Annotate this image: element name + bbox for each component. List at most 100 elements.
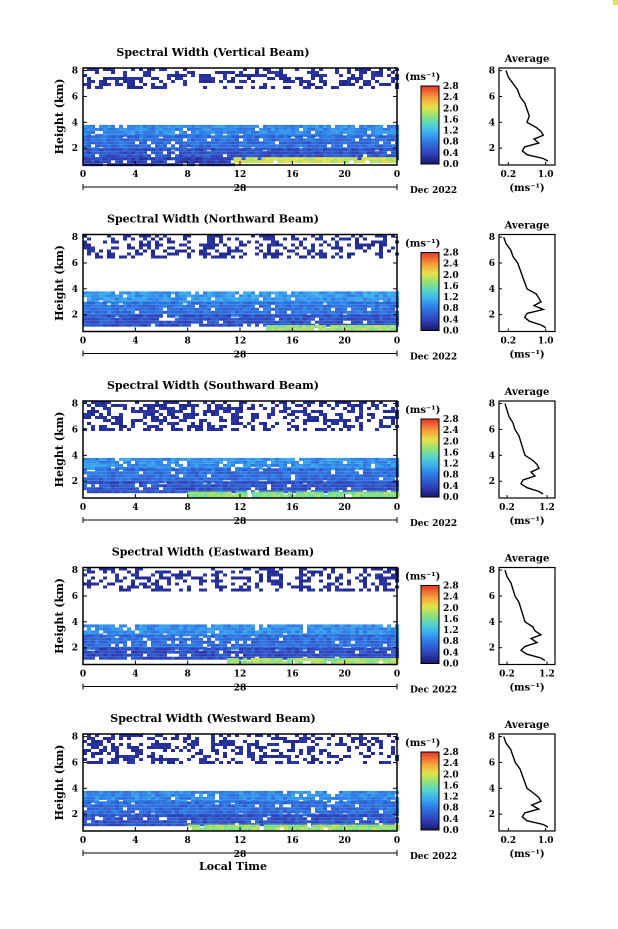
heatmap-cell xyxy=(143,413,147,416)
heatmap-cell xyxy=(311,624,315,628)
heatmap-cell xyxy=(187,127,191,131)
heatmap-cell xyxy=(307,404,311,407)
heatmap-cell xyxy=(175,401,179,404)
heatmap-cell xyxy=(375,297,379,301)
heatmap-cell xyxy=(275,404,279,407)
heatmap-cell xyxy=(215,138,219,142)
heatmap-cell xyxy=(183,643,187,647)
heatmap-cell xyxy=(215,154,219,158)
heatmap-cell xyxy=(107,310,111,314)
heatmap-cell xyxy=(155,141,159,145)
heatmap-cell xyxy=(255,463,259,467)
heatmap-cell xyxy=(255,630,259,634)
heatmap-cell xyxy=(295,310,299,314)
heatmap-cell xyxy=(327,243,331,247)
heatmap-cell xyxy=(239,460,243,464)
heatmap-cell xyxy=(373,160,378,164)
heatmap-cell xyxy=(315,410,319,413)
heatmap-cell xyxy=(99,304,103,308)
heatmap-cell xyxy=(267,291,271,295)
heatmap-cell xyxy=(215,71,219,74)
heatmap-cell xyxy=(215,124,219,128)
heatmap-cell xyxy=(351,148,355,152)
heatmap-cell xyxy=(119,77,123,80)
heatmap-cell xyxy=(139,304,143,308)
heatmap-cell xyxy=(287,144,291,148)
heatmap-cell xyxy=(251,404,255,407)
heatmap-cell xyxy=(223,294,227,298)
heatmap-cell xyxy=(119,255,123,259)
heatmap-cell xyxy=(327,130,331,134)
heatmap-cell xyxy=(87,477,91,481)
heatmap-cell xyxy=(251,407,255,410)
heatmap-cell xyxy=(95,310,99,314)
heatmap-cell xyxy=(115,294,119,298)
heatmap-cell xyxy=(199,74,203,77)
heatmap-cell xyxy=(127,294,131,298)
heatmap-cell xyxy=(327,148,331,152)
heatmap-cell xyxy=(311,307,315,311)
heatmap-cell xyxy=(187,291,191,295)
heatmap-cell xyxy=(375,310,379,314)
heatmap-cell xyxy=(83,243,87,247)
heatmap-cell xyxy=(279,494,284,498)
heatmap-cell xyxy=(195,477,199,481)
heatmap-cell xyxy=(135,487,139,491)
heatmap-cell xyxy=(283,77,287,80)
heatmap-cell xyxy=(387,294,391,298)
heatmap-cell xyxy=(123,255,127,259)
heatmap-cell xyxy=(307,317,311,321)
heatmap-cell xyxy=(303,237,307,241)
heatmap-cell xyxy=(179,640,183,644)
heatmap-cell xyxy=(163,234,167,238)
heatmap-cell xyxy=(247,304,251,308)
heatmap-cell xyxy=(275,252,279,256)
heatmap-cell xyxy=(343,151,347,155)
heatmap-cell xyxy=(291,154,295,158)
heatmap-cell xyxy=(231,291,235,295)
heatmap-cell xyxy=(259,154,263,158)
heatmap-cell xyxy=(343,124,347,128)
heatmap-cell xyxy=(103,484,107,488)
heatmap-cell xyxy=(119,422,123,425)
heatmap-cell xyxy=(311,151,315,155)
heatmap-cell xyxy=(155,401,159,404)
heatmap-cell xyxy=(203,135,207,139)
heatmap-cell xyxy=(227,304,231,308)
heatmap-cell xyxy=(187,471,191,475)
heatmap-cell xyxy=(255,246,259,250)
heatmap-cell xyxy=(363,468,367,472)
heatmap-cell xyxy=(107,627,111,631)
heatmap-cell xyxy=(239,401,243,404)
heatmap-cell xyxy=(243,252,247,256)
heatmap-cell xyxy=(329,157,334,161)
heatmap-cell xyxy=(95,160,99,164)
heatmap-cell xyxy=(239,404,243,407)
heatmap-cell xyxy=(355,317,359,321)
heatmap-cell xyxy=(331,477,335,481)
heatmap-cell xyxy=(99,320,103,324)
heatmap-cell xyxy=(359,297,363,301)
heatmap-cell xyxy=(199,624,203,628)
heatmap-cell xyxy=(267,77,271,80)
heatmap-cell xyxy=(159,404,163,407)
colorbar-swatch xyxy=(421,285,439,288)
heatmap-cell xyxy=(147,481,151,485)
heatmap-cell xyxy=(211,148,215,152)
heatmap-cell xyxy=(183,487,187,491)
heatmap-cell xyxy=(239,301,243,305)
heatmap-cell xyxy=(211,323,215,327)
heatmap-cell xyxy=(87,487,91,491)
heatmap-cell xyxy=(307,627,311,631)
heatmap-cell xyxy=(127,481,131,485)
heatmap-cell xyxy=(299,481,303,485)
heatmap-cell xyxy=(83,477,87,481)
heatmap-cell xyxy=(83,151,87,155)
heatmap-cell xyxy=(111,416,115,419)
heatmap-cell xyxy=(191,640,195,644)
heatmap-cell xyxy=(259,463,263,467)
heatmap-cell xyxy=(159,151,163,155)
heatmap-cell xyxy=(115,240,119,244)
heatmap-cell xyxy=(199,481,203,485)
heatmap-cell xyxy=(359,141,363,145)
